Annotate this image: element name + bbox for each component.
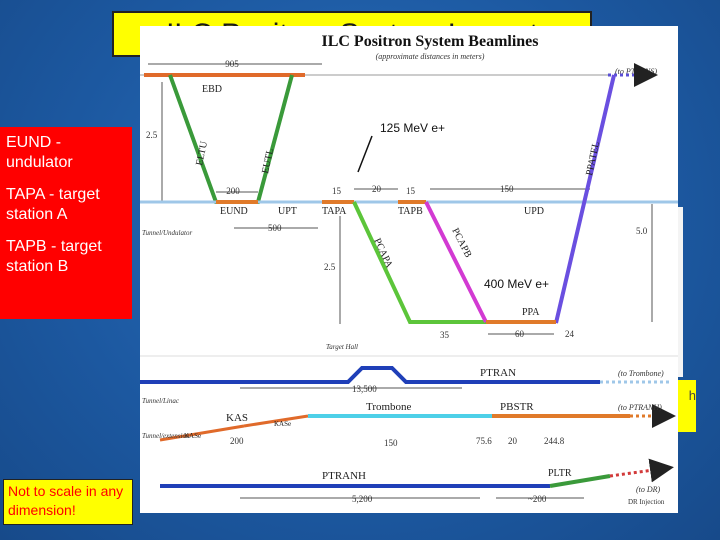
pltr-beamline (549, 474, 611, 488)
label-ptranh: PTRANH (322, 470, 366, 482)
dim-500: 500 (268, 223, 282, 233)
label-kas: KAS (226, 412, 248, 424)
dim-5200: 5,200 (352, 494, 373, 504)
callout-125-pointer (357, 135, 373, 173)
label-pltr: PLTR (548, 468, 572, 479)
legend-item-tapb: TAPB - target station B (6, 238, 102, 275)
dim-75-6: 75.6 (476, 436, 492, 446)
dim-24: 24 (565, 329, 575, 339)
label-ppatel: PPATEL (584, 140, 602, 176)
dim-35: 35 (440, 330, 450, 340)
scale-note: Not to scale in any dimension! (3, 479, 133, 525)
label-tapa: TAPA (322, 206, 347, 217)
diagram-title: ILC Positron System Beamlines (321, 33, 538, 50)
label-ptran: PTRAN (480, 367, 516, 379)
ppatel-beamline (554, 74, 616, 324)
eltu-eutl-beamline (168, 74, 294, 204)
dest-to-dr: (to DR) (636, 485, 661, 494)
dim-905: 905 (225, 59, 239, 69)
dim-244-8: 244.8 (544, 436, 565, 446)
dim-20a: 20 (372, 184, 382, 194)
label-tapb: TAPB (398, 206, 423, 217)
hidden-panel-strip (673, 207, 683, 377)
callout-400: 400 MeV e+ (484, 277, 549, 291)
dest-to-ptranh: (to PTRANH) (618, 403, 662, 412)
label-kase-2: KASe (274, 420, 291, 428)
dim-150b: 150 (384, 438, 398, 448)
label-upd: UPD (524, 206, 544, 217)
label-pcapa: PCAPA (371, 237, 395, 271)
region-target-hall: Target Hall (326, 343, 358, 351)
label-trombone: Trombone (366, 401, 412, 413)
dim-60: 60 (515, 329, 525, 339)
dim-15b: 15 (406, 186, 416, 196)
label-ebd: EBD (202, 84, 222, 95)
region-tunnel-linac: Tunnel/Linac (142, 397, 180, 405)
label-kase-1: KASe (184, 432, 201, 440)
dest-to-trombone: (to Trombone) (618, 369, 664, 378)
label-ppa: PPA (522, 307, 540, 318)
pcapa-beamline (352, 201, 486, 324)
callout-125: 125 MeV e+ (380, 121, 445, 135)
dim-2-5a: 2.5 (146, 130, 158, 140)
diagram-subtitle: (approximate distances in meters) (376, 52, 485, 61)
dim-200a: 200 (226, 186, 240, 196)
dim-150a: 150 (500, 184, 514, 194)
label-pbstr: PBSTR (500, 401, 534, 413)
region-tunnel-undulator: Tunnel/Undulator (142, 229, 192, 237)
dim-13500: 13,500 (352, 384, 377, 394)
kase-bend-a (159, 424, 245, 442)
pcapb-beamline (424, 201, 488, 323)
hidden-callout-text: h (688, 388, 696, 403)
beamline-svg: ILC Positron System Beamlines (approxima… (140, 33, 678, 506)
to-dr-arrow (609, 458, 674, 483)
dim-5-0: 5.0 (636, 226, 648, 236)
dim-200c: ~200 (528, 494, 547, 504)
label-upt: UPT (278, 206, 297, 217)
dim-2-5b: 2.5 (324, 262, 336, 272)
label-eutl: EUTL (260, 147, 276, 174)
dim-15a: 15 (332, 186, 342, 196)
legend-item-eund: EUND - undulator (6, 134, 73, 171)
dim-20b: 20 (508, 436, 518, 446)
legend-box: EUND - undulator TAPA - target station A… (0, 127, 132, 319)
ptran-beamline (140, 366, 600, 384)
dim-200b: 200 (230, 436, 244, 446)
beamline-diagram: ILC Positron System Beamlines (approxima… (140, 26, 678, 513)
label-eltu: ELTU (194, 139, 210, 166)
label-eund: EUND (220, 206, 248, 217)
region-tunnel-extension: Tunnel/extension (142, 432, 190, 440)
legend-item-tapa: TAPA - target station A (6, 186, 100, 223)
region-dr-injection: DR Injection (628, 498, 665, 506)
kase-bend-b (243, 414, 309, 428)
